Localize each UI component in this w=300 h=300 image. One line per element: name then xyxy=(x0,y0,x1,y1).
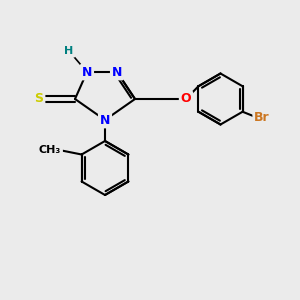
Text: N: N xyxy=(100,113,110,127)
Text: CH₃: CH₃ xyxy=(39,145,61,155)
Text: N: N xyxy=(82,65,92,79)
Text: S: S xyxy=(34,92,43,106)
Text: H: H xyxy=(64,46,74,56)
Text: O: O xyxy=(181,92,191,106)
Text: Br: Br xyxy=(254,111,270,124)
Text: N: N xyxy=(112,65,122,79)
